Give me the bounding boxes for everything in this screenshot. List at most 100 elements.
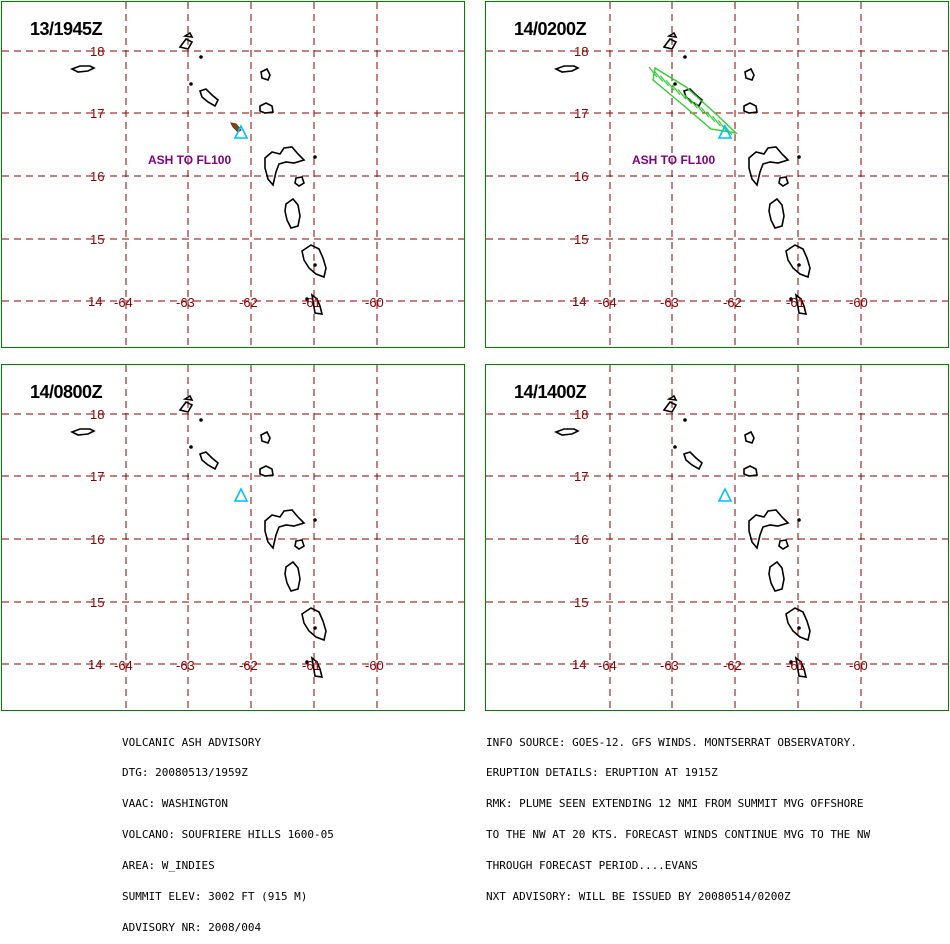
island-outline [310, 656, 324, 678]
island-outline [778, 539, 789, 550]
islet [673, 445, 677, 449]
lat-tick-label: 15 [90, 595, 105, 610]
lat-tick-label: 18 [90, 407, 105, 422]
lat-tick-label: 14 [88, 294, 103, 309]
ash-height-label: ASH TO FL100 [148, 153, 232, 167]
map-canvas [486, 365, 948, 710]
island-outline [743, 102, 758, 114]
islet [199, 418, 203, 422]
islet [305, 297, 309, 301]
lon-tick-label: -62 [723, 295, 742, 310]
plume-hatch [688, 97, 698, 109]
island-outline [554, 65, 580, 73]
lat-tick-label: 18 [574, 44, 589, 59]
map-panel-3: 14/0800Z 18 17 16 15 14 -64 -63 -62 -61 -60 [1, 364, 465, 711]
lat-tick-label: 16 [574, 169, 589, 184]
island-outline [264, 146, 306, 187]
panel-time: 14/0800Z [30, 382, 103, 402]
island-outline [178, 400, 194, 413]
island-outline [666, 31, 678, 39]
island-outline [778, 176, 789, 187]
advisory-line: VOLCANIC ASH ADVISORY [122, 735, 262, 749]
advisory-line: DTG: 20080513/1959Z [122, 766, 248, 780]
lon-tick-label: -63 [176, 658, 195, 673]
island-outline [301, 607, 327, 642]
map-panel-4: 14/1400Z 18 17 16 15 14 -64 -63 -62 -61 -60 [485, 364, 949, 711]
islet [673, 82, 677, 86]
islet [313, 626, 317, 630]
advisory-line: AREA: W_INDIES [122, 859, 215, 873]
island-outline [178, 37, 194, 50]
plume-hatch [665, 80, 675, 91]
lat-tick-label: 16 [574, 532, 589, 547]
lon-tick-label: -60 [365, 658, 384, 673]
map-canvas [2, 2, 464, 347]
islet [797, 518, 801, 522]
plume-hatch [683, 93, 693, 105]
island-outline [301, 244, 327, 279]
volcano-triangle-icon [233, 487, 249, 502]
lat-tick-label: 14 [572, 294, 587, 309]
islet [797, 263, 801, 267]
island-outline [785, 244, 811, 279]
lon-tick-label: -64 [114, 295, 133, 310]
island-outline [794, 293, 808, 315]
map-canvas [2, 365, 464, 710]
island-outline [294, 539, 305, 550]
volcano-triangle-icon [717, 487, 733, 502]
island-outline [260, 430, 271, 444]
island-outline [284, 560, 301, 592]
advisory-line: INFO SOURCE: GOES-12. GFS WINDS. MONTSER… [486, 735, 857, 749]
advisory-text-right: INFO SOURCE: GOES-12. GFS WINDS. MONTSER… [486, 717, 870, 913]
lon-tick-label: -63 [660, 295, 679, 310]
lon-tick-label: -60 [849, 658, 868, 673]
islet [789, 660, 793, 664]
island-outline [768, 560, 785, 592]
lat-tick-label: 16 [90, 169, 105, 184]
plume-hatch [717, 120, 727, 131]
lat-tick-label: 14 [88, 657, 103, 672]
islet [797, 626, 801, 630]
island-outline [310, 293, 324, 315]
islet [683, 418, 687, 422]
lon-tick-label: -60 [365, 295, 384, 310]
lon-tick-label: -61 [786, 295, 805, 310]
island-outline [768, 197, 785, 229]
advisory-line: TO THE NW AT 20 KTS. FORECAST WINDS CONT… [486, 828, 871, 842]
plume-hatch [654, 71, 664, 82]
advisory-line: THROUGH FORECAST PERIOD....EVANS [486, 859, 698, 873]
island-outline [794, 656, 808, 678]
advisory-line: VAAC: WASHINGTON [122, 797, 228, 811]
island-outline [744, 430, 755, 444]
island-outline [284, 197, 301, 229]
lon-tick-label: -62 [723, 658, 742, 673]
island-outline [554, 428, 580, 436]
map-panel-1: 13/1945Z ASH TO FL100 18 17 16 15 14 -64 -63 -6… [1, 1, 465, 348]
islet [189, 82, 193, 86]
advisory-line: NXT ADVISORY: WILL BE ISSUED BY 20080514… [486, 890, 791, 904]
lon-tick-label: -63 [176, 295, 195, 310]
plume-hatch [706, 111, 716, 122]
lat-tick-label: 17 [574, 106, 589, 121]
lat-tick-label: 18 [90, 44, 105, 59]
island-outline [662, 400, 678, 413]
lon-tick-label: -61 [302, 658, 321, 673]
island-outline [259, 465, 274, 477]
lon-tick-label: -61 [786, 658, 805, 673]
panel-time: 13/1945Z [30, 19, 103, 39]
advisory-line: ERUPTION DETAILS: ERUPTION AT 1915Z [486, 766, 718, 780]
panel-time: 14/1400Z [514, 382, 587, 402]
volcano-triangle-icon [233, 124, 249, 139]
plume-hatch [671, 84, 681, 96]
lat-tick-label: 15 [574, 595, 589, 610]
plume-hatch [648, 66, 658, 78]
island-outline [744, 67, 755, 81]
lat-tick-label: 16 [90, 532, 105, 547]
ash-height-label: ASH TO FL100 [632, 153, 716, 167]
lon-tick-label: -61 [302, 295, 321, 310]
lon-tick-label: -64 [598, 295, 617, 310]
lat-tick-label: 15 [574, 232, 589, 247]
volcano-triangle-icon [717, 124, 733, 139]
island-outline [259, 102, 274, 114]
plume-hatch [660, 75, 670, 87]
